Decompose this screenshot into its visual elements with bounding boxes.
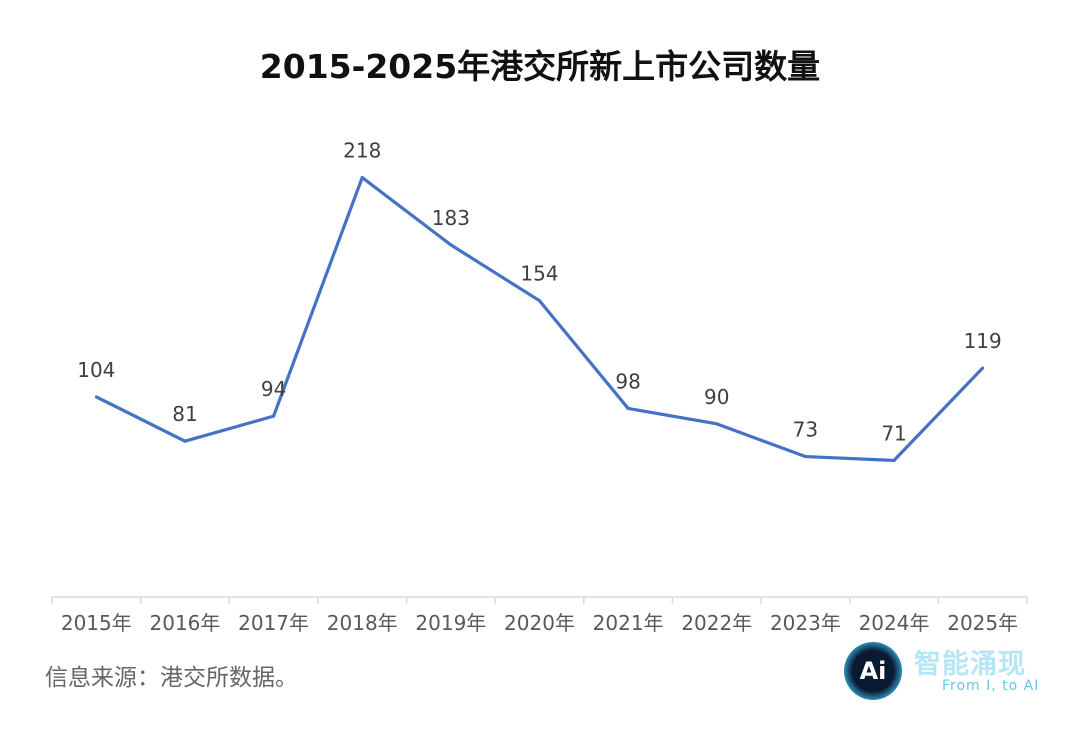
data-point <box>272 414 276 418</box>
x-tick-label: 2022年 <box>681 611 752 635</box>
data-label: 104 <box>77 358 115 382</box>
logo-slogan: From I, to AI <box>942 678 1040 694</box>
x-tick-label: 2016年 <box>150 611 221 635</box>
data-point <box>94 395 98 399</box>
x-tick-label: 2019年 <box>415 611 486 635</box>
x-tick-label: 2017年 <box>238 611 309 635</box>
data-label: 98 <box>615 369 640 393</box>
data-point <box>715 422 719 426</box>
data-label: 94 <box>261 377 286 401</box>
data-label: 119 <box>964 329 1002 353</box>
data-point <box>183 439 187 443</box>
logo-name: 智能涌现 <box>914 649 1026 680</box>
data-label: 218 <box>343 139 381 163</box>
data-point <box>803 455 807 459</box>
x-tick-label: 2024年 <box>859 611 930 635</box>
series-line <box>95 175 984 462</box>
x-tick-label: 2025年 <box>947 611 1018 635</box>
x-tick-label: 2020年 <box>504 611 575 635</box>
logo: Ai 智能涌现 From I, to AI <box>842 640 1052 704</box>
x-tick-label: 2021年 <box>593 611 664 635</box>
ai-logo-icon: Ai <box>844 642 902 700</box>
x-tick-label: 2023年 <box>770 611 841 635</box>
data-label: 73 <box>793 418 818 442</box>
line-chart: 2015年 2016年 2017年 2018年 2019年 2020年 2021年 2022年… <box>51 139 1028 635</box>
data-point <box>449 243 453 247</box>
data-label: 154 <box>520 262 558 286</box>
data-point <box>626 406 630 410</box>
data-point <box>892 458 896 462</box>
data-label: 81 <box>172 402 197 426</box>
chart-title: 2015-2025年港交所新上市公司数量 <box>259 47 821 86</box>
source-note: 信息来源：港交所数据。 <box>45 665 298 691</box>
data-point <box>981 366 985 370</box>
data-point <box>538 299 541 303</box>
data-point <box>360 176 364 180</box>
data-label: 183 <box>432 206 470 230</box>
data-label: 71 <box>881 421 906 445</box>
x-tick-label: 2015年 <box>61 611 132 635</box>
data-label: 90 <box>704 385 729 409</box>
x-tick-label: 2018年 <box>327 611 398 635</box>
